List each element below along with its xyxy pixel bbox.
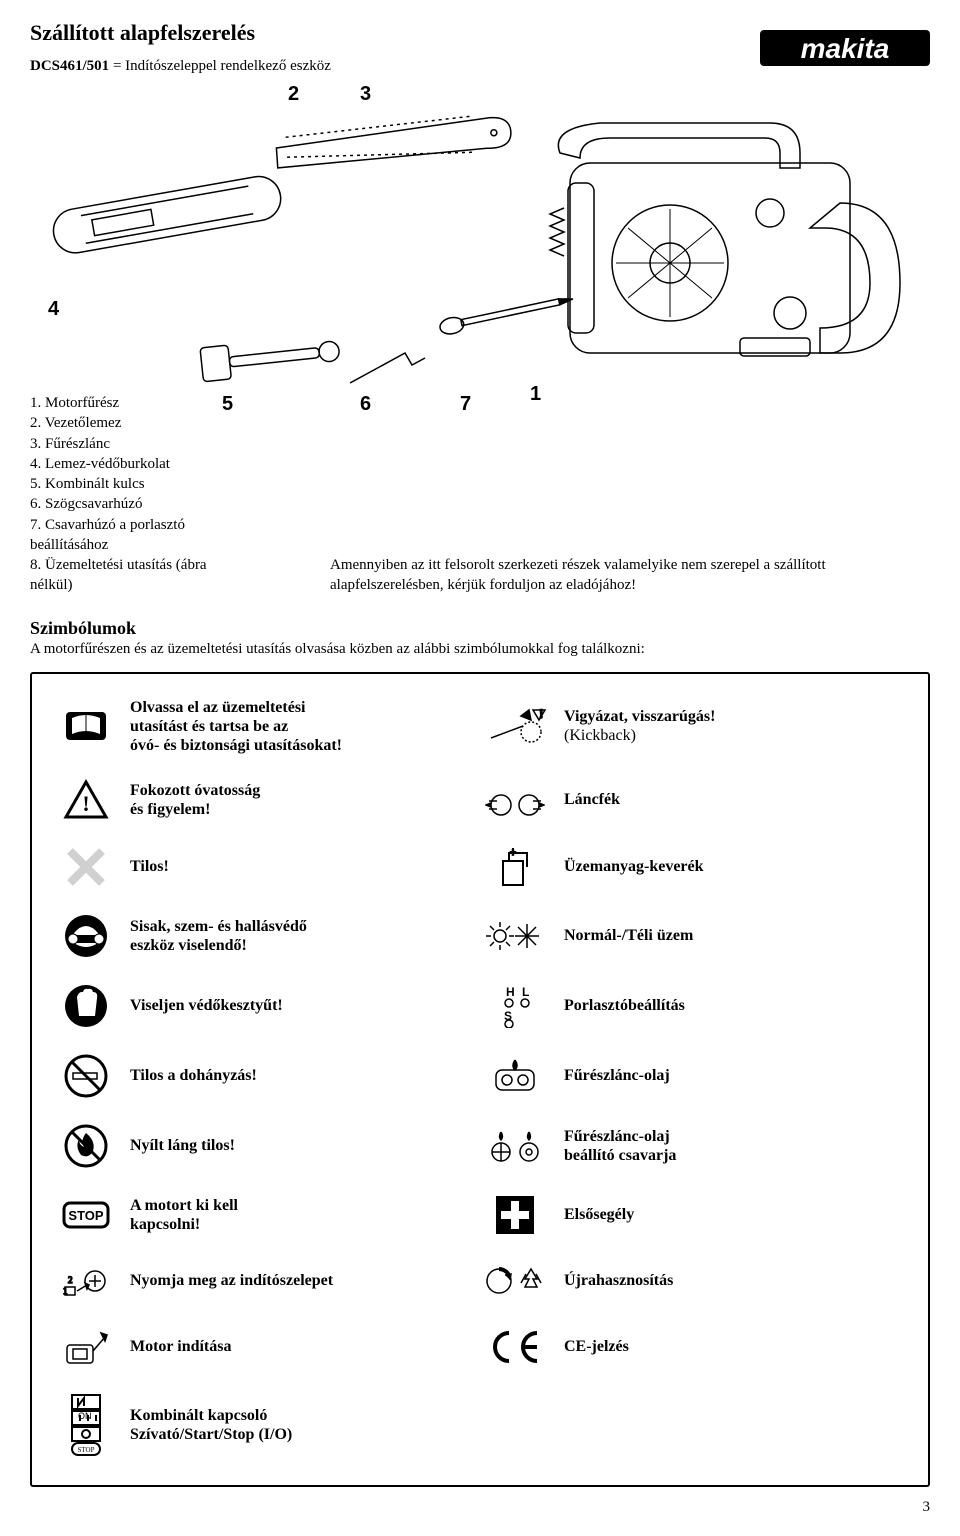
callout-6: 6 — [360, 393, 371, 416]
chainbrake-icon — [480, 781, 550, 819]
forbidden-label: Tilos! — [130, 857, 466, 876]
oiladjust-icon — [480, 1126, 550, 1166]
subtitle-rest: = Indítószeleppel rendelkező eszköz — [109, 58, 331, 74]
stop-label: A motort ki kell kapcsolni! — [130, 1196, 466, 1234]
season-label: Normál-/Téli üzem — [564, 926, 900, 945]
svg-text:STOP: STOP — [78, 1446, 95, 1454]
svg-text:2: 2 — [68, 1275, 73, 1285]
symbols-grid: Olvassa el az üzemeltetési utasítást és … — [56, 698, 900, 1458]
primer-label: Nyomja meg az indítószelepet — [130, 1271, 466, 1290]
part-7: 7. Csavarhúzó a porlasztó beállításához — [30, 515, 250, 556]
part-8: 8. Üzemeltetési utasítás (ábra nélkül) — [30, 555, 250, 596]
callout-1: 1 — [530, 383, 541, 406]
recycle-label: Újrahasznosítás — [564, 1271, 900, 1290]
gloves-icon — [56, 983, 116, 1029]
carb-label: Porlasztóbeállítás — [564, 996, 900, 1015]
callout-2: 2 — [288, 83, 299, 106]
noflame-label: Nyílt láng tilos! — [130, 1136, 466, 1155]
svg-text:makita: makita — [801, 33, 890, 64]
firstaid-label: Elsősegély — [564, 1205, 900, 1224]
svg-text:H: H — [506, 985, 515, 999]
page-number: 3 — [30, 1499, 930, 1516]
ce-icon — [480, 1327, 550, 1367]
caution-label: Fokozott óvatosság és figyelem! — [130, 781, 466, 819]
read-manual-icon — [56, 706, 116, 746]
fuel-label: Üzemanyag-keverék — [564, 857, 900, 876]
makita-logo: makita ® — [760, 24, 930, 72]
svg-text:®: ® — [920, 30, 928, 41]
forbidden-icon — [56, 845, 116, 889]
supply-note: Amennyiben az itt felsorolt szerkezeti r… — [330, 555, 930, 596]
symbols-intro: A motorfűrészen és az üzemeltetési utasí… — [30, 641, 930, 658]
nosmoke-icon — [56, 1053, 116, 1099]
carb-icon: HLS — [480, 984, 550, 1028]
switch-label: Kombinált kapcsoló Szívató/Start/Stop (I… — [130, 1406, 466, 1444]
svg-text:+: + — [510, 848, 516, 859]
helmet-icon — [56, 913, 116, 959]
startengine-icon — [56, 1325, 116, 1369]
svg-text:STOP: STOP — [68, 1208, 103, 1223]
callout-3: 3 — [360, 83, 371, 106]
recycle-icon — [480, 1261, 550, 1301]
caution-icon: ! — [56, 779, 116, 821]
svg-text:1: 1 — [63, 1286, 68, 1296]
oiladjust-label: Fűrészlánc-olaj beállító csavarja — [564, 1127, 900, 1165]
part-6: 6. Szögcsavarhúzó — [30, 494, 250, 514]
noflame-icon — [56, 1123, 116, 1169]
stop-icon: STOP — [56, 1195, 116, 1235]
svg-text:!: ! — [539, 706, 543, 721]
kickback-label: Vigyázat, visszarúgás! (Kickback) — [564, 707, 900, 745]
read-manual-label: Olvassa el az üzemeltetési utasítást és … — [130, 698, 466, 756]
gloves-label: Viseljen védőkesztyűt! — [130, 996, 466, 1015]
subtitle-bold: DCS461/501 — [30, 58, 109, 74]
svg-text:L: L — [522, 985, 529, 999]
primer-icon: 21 — [56, 1261, 116, 1301]
chainbrake-label: Láncfék — [564, 790, 900, 809]
fuel-icon: + — [480, 845, 550, 889]
symbols-title: Szimbólumok — [30, 618, 930, 639]
svg-text:!: ! — [82, 791, 89, 816]
nosmoke-label: Tilos a dohányzás! — [130, 1066, 466, 1085]
callout-7: 7 — [460, 393, 471, 416]
part-4: 4. Lemez-védőburkolat — [30, 454, 250, 474]
header: Szállított alapfelszerelés DCS461/501 = … — [30, 20, 930, 75]
switch-icon: ONSTOP — [56, 1393, 116, 1457]
chainsaw-diagram — [30, 83, 930, 433]
page-title: Szállított alapfelszerelés — [30, 20, 331, 46]
symbols-box: Olvassa el az üzemeltetési utasítást és … — [30, 672, 930, 1488]
kickback-icon: ! — [480, 704, 550, 748]
startengine-label: Motor indítása — [130, 1337, 466, 1356]
chainoil-label: Fűrészlánc-olaj — [564, 1066, 900, 1085]
callout-5: 5 — [222, 393, 233, 416]
ce-label: CE-jelzés — [564, 1337, 900, 1356]
callout-4: 4 — [48, 298, 59, 321]
part-3: 3. Fűrészlánc — [30, 434, 250, 454]
header-left: Szállított alapfelszerelés DCS461/501 = … — [30, 20, 331, 75]
helmet-label: Sisak, szem- és hallásvédő eszköz visele… — [130, 917, 466, 955]
page-subtitle: DCS461/501 = Indítószeleppel rendelkező … — [30, 58, 331, 75]
exploded-diagram: 2 3 4 5 6 7 1 — [30, 83, 930, 433]
chainoil-icon — [480, 1056, 550, 1096]
season-icon — [480, 918, 550, 954]
part-5: 5. Kombinált kulcs — [30, 474, 250, 494]
firstaid-icon — [480, 1193, 550, 1237]
